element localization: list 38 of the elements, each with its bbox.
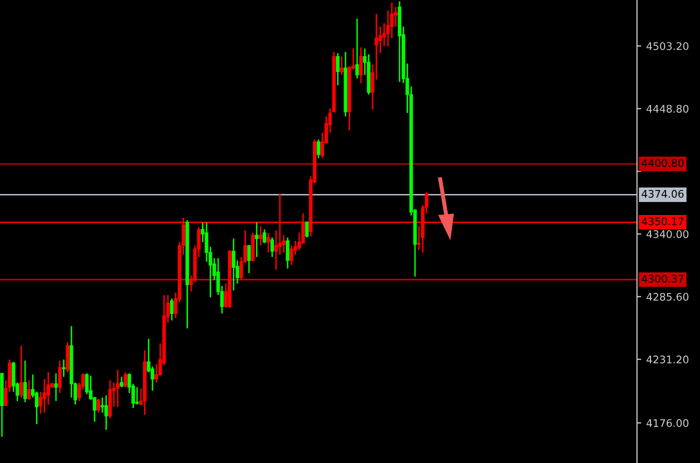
ref-line-label: 4374.06 (642, 190, 684, 198)
y-tick-label: 4176.00 (646, 419, 688, 428)
y-tick-label: 4448.80 (646, 104, 688, 113)
candlestick (247, 244, 251, 274)
candlestick (124, 372, 128, 388)
ref-line-label: 4400.80 (642, 159, 684, 167)
candlestick (266, 232, 270, 254)
candlestick (120, 376, 124, 388)
candlestick (100, 396, 104, 414)
candlestick (27, 380, 31, 401)
candlestick (305, 220, 309, 238)
y-tick-label: 4285.60 (646, 292, 688, 301)
ref-line-label: 4300.37 (642, 274, 684, 283)
candlestick (104, 394, 108, 431)
candlestick (23, 360, 27, 403)
y-tick-label: 4231.20 (646, 356, 688, 364)
y-tick-label: 4340.00 (646, 230, 688, 238)
candlestick (270, 236, 274, 258)
candlestick (96, 398, 100, 414)
candlestick (254, 222, 258, 258)
candlestick (62, 358, 66, 378)
candlestick (355, 18, 359, 80)
candlestick (54, 372, 58, 402)
candlestick (116, 369, 120, 408)
candlestick (232, 238, 236, 292)
candlestick (258, 225, 262, 246)
y-tick-label: 4503.20 (646, 42, 688, 50)
candlestick (286, 236, 290, 270)
candlestick (290, 244, 294, 266)
candlestick (58, 360, 62, 394)
candlestick (170, 298, 174, 322)
candlestick (336, 52, 340, 86)
ref-line-label: 4350.17 (642, 217, 684, 226)
candlestick (316, 138, 320, 159)
candlestick (359, 46, 363, 84)
candlestick (19, 345, 24, 398)
candlestick (340, 56, 344, 76)
candlestick (262, 228, 266, 244)
